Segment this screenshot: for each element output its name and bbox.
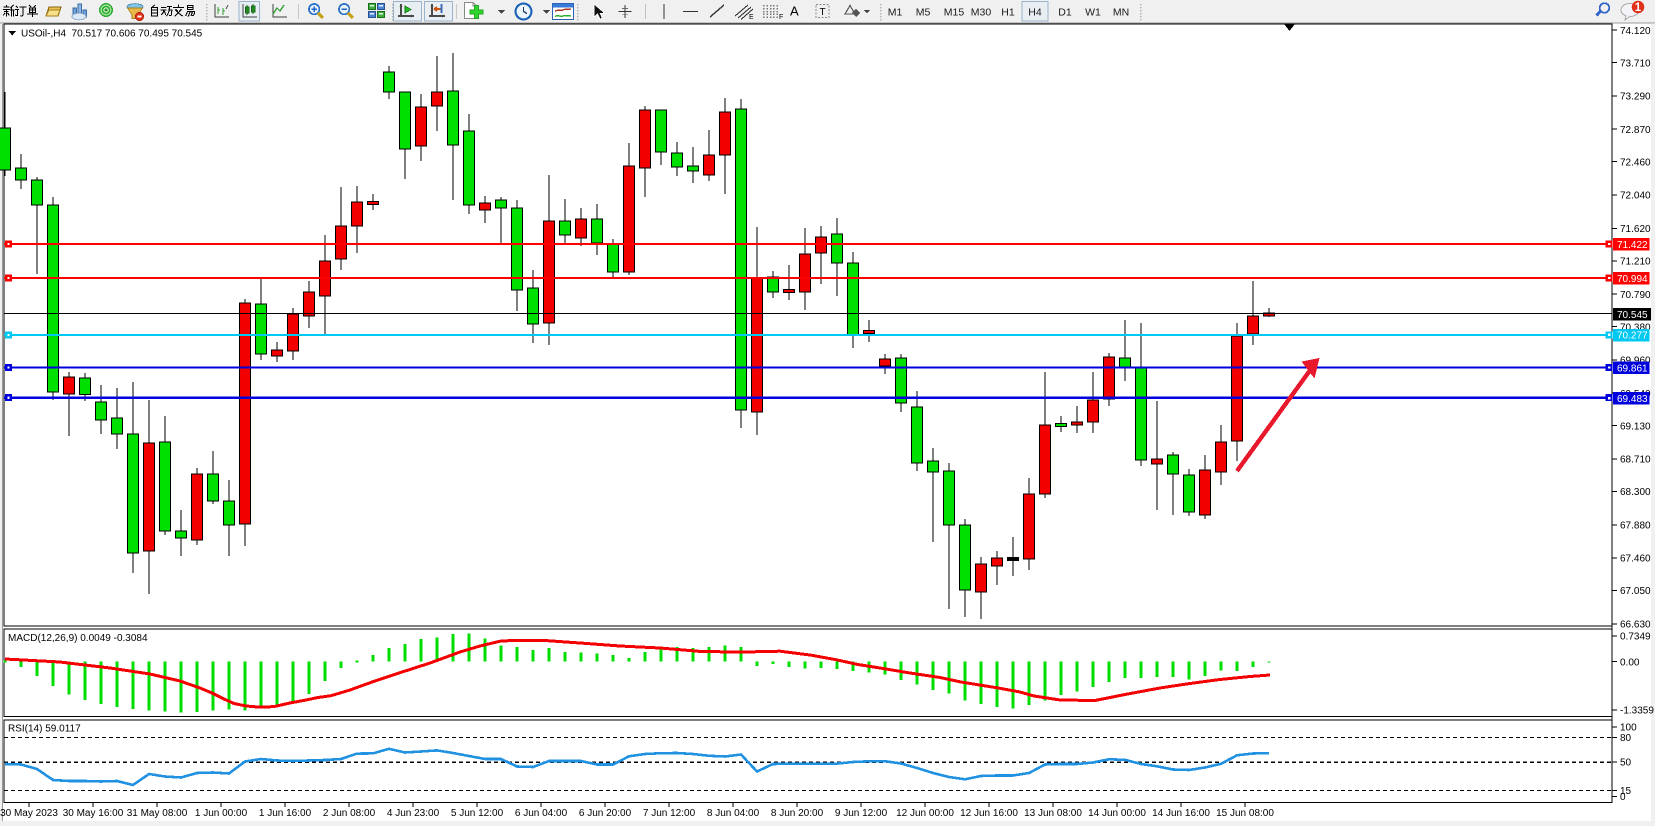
svg-text:D1: D1 xyxy=(1058,7,1072,19)
svg-text:6 Jun 04:00: 6 Jun 04:00 xyxy=(515,808,568,819)
svg-text:F: F xyxy=(779,14,783,21)
svg-text:4 Jun 23:00: 4 Jun 23:00 xyxy=(387,808,440,819)
svg-text:RSI(14) 59.0117: RSI(14) 59.0117 xyxy=(8,724,81,735)
svg-text:69.960: 69.960 xyxy=(1620,356,1651,367)
svg-text:7 Jun 12:00: 7 Jun 12:00 xyxy=(643,808,696,819)
svg-text:9 Jun 12:00: 9 Jun 12:00 xyxy=(835,808,888,819)
svg-text:68.710: 68.710 xyxy=(1620,455,1651,466)
svg-text:MACD(12,26,9) 0.0049 -0.3084: MACD(12,26,9) 0.0049 -0.3084 xyxy=(8,633,148,644)
svg-text:70.790: 70.790 xyxy=(1620,290,1651,301)
svg-text:74.120: 74.120 xyxy=(1620,26,1651,37)
svg-text:T: T xyxy=(820,7,826,18)
svg-text:71.620: 71.620 xyxy=(1620,224,1651,235)
svg-text:MN: MN xyxy=(1113,7,1129,19)
svg-text:73.290: 73.290 xyxy=(1620,92,1651,103)
svg-text:71.210: 71.210 xyxy=(1620,257,1651,268)
svg-text:70.380: 70.380 xyxy=(1620,322,1651,333)
svg-text:8 Jun 04:00: 8 Jun 04:00 xyxy=(707,808,760,819)
svg-text:71.422: 71.422 xyxy=(1617,240,1648,251)
svg-text:13 Jun 08:00: 13 Jun 08:00 xyxy=(1024,808,1082,819)
svg-text:69.130: 69.130 xyxy=(1620,421,1651,432)
svg-text:31 May 08:00: 31 May 08:00 xyxy=(127,808,188,819)
svg-text:H4: H4 xyxy=(1028,7,1042,19)
svg-text:12 Jun 00:00: 12 Jun 00:00 xyxy=(896,808,954,819)
svg-text:69.483: 69.483 xyxy=(1617,394,1648,405)
svg-text:0.00: 0.00 xyxy=(1620,657,1640,668)
svg-text:66.630: 66.630 xyxy=(1620,620,1651,631)
svg-text:W1: W1 xyxy=(1085,7,1101,19)
svg-text:73.710: 73.710 xyxy=(1620,58,1651,69)
svg-text:70.994: 70.994 xyxy=(1617,274,1648,285)
svg-text:M30: M30 xyxy=(971,7,992,19)
svg-text:50: 50 xyxy=(1620,758,1632,769)
svg-text:15 Jun 08:00: 15 Jun 08:00 xyxy=(1216,808,1274,819)
svg-text:70.277: 70.277 xyxy=(1617,331,1648,342)
svg-text:A: A xyxy=(790,4,799,19)
svg-text:14 Jun 00:00: 14 Jun 00:00 xyxy=(1088,808,1146,819)
svg-text:72.870: 72.870 xyxy=(1620,125,1651,136)
svg-text:70.545: 70.545 xyxy=(1617,310,1648,321)
svg-text:69.861: 69.861 xyxy=(1617,363,1648,374)
svg-text:5 Jun 12:00: 5 Jun 12:00 xyxy=(451,808,504,819)
svg-text:80: 80 xyxy=(1620,733,1632,744)
svg-text:1 Jun 16:00: 1 Jun 16:00 xyxy=(259,808,312,819)
svg-text:8 Jun 20:00: 8 Jun 20:00 xyxy=(771,808,824,819)
svg-text:72.460: 72.460 xyxy=(1620,157,1651,168)
svg-text:M5: M5 xyxy=(916,7,931,19)
svg-text:30 May 16:00: 30 May 16:00 xyxy=(63,808,124,819)
svg-text:H1: H1 xyxy=(1001,7,1015,19)
svg-text:67.050: 67.050 xyxy=(1620,586,1651,597)
svg-text:12 Jun 16:00: 12 Jun 16:00 xyxy=(960,808,1018,819)
svg-text:67.460: 67.460 xyxy=(1620,554,1651,565)
svg-text:72.040: 72.040 xyxy=(1620,191,1651,202)
svg-text:USOil-,H4 70.517 70.606 70.49: USOil-,H4 70.517 70.606 70.495 70.545 xyxy=(21,29,203,40)
svg-text:14 Jun 16:00: 14 Jun 16:00 xyxy=(1152,808,1210,819)
svg-text:68.300: 68.300 xyxy=(1620,487,1651,498)
svg-text:6 Jun 20:00: 6 Jun 20:00 xyxy=(579,808,632,819)
svg-text:2 Jun 08:00: 2 Jun 08:00 xyxy=(323,808,376,819)
svg-text:30 May 2023: 30 May 2023 xyxy=(0,808,58,819)
svg-text:-1.3359: -1.3359 xyxy=(1620,706,1654,717)
svg-text:1: 1 xyxy=(1635,2,1642,14)
svg-text:0: 0 xyxy=(1620,792,1626,803)
svg-text:E: E xyxy=(749,14,754,21)
svg-text:15: 15 xyxy=(1620,786,1632,797)
svg-text:1 Jun 00:00: 1 Jun 00:00 xyxy=(195,808,248,819)
svg-text:M1: M1 xyxy=(888,7,903,19)
svg-text:100: 100 xyxy=(1620,723,1637,734)
svg-text:67.880: 67.880 xyxy=(1620,521,1651,532)
svg-text:0.7349: 0.7349 xyxy=(1620,632,1651,643)
svg-text:M15: M15 xyxy=(944,7,965,19)
